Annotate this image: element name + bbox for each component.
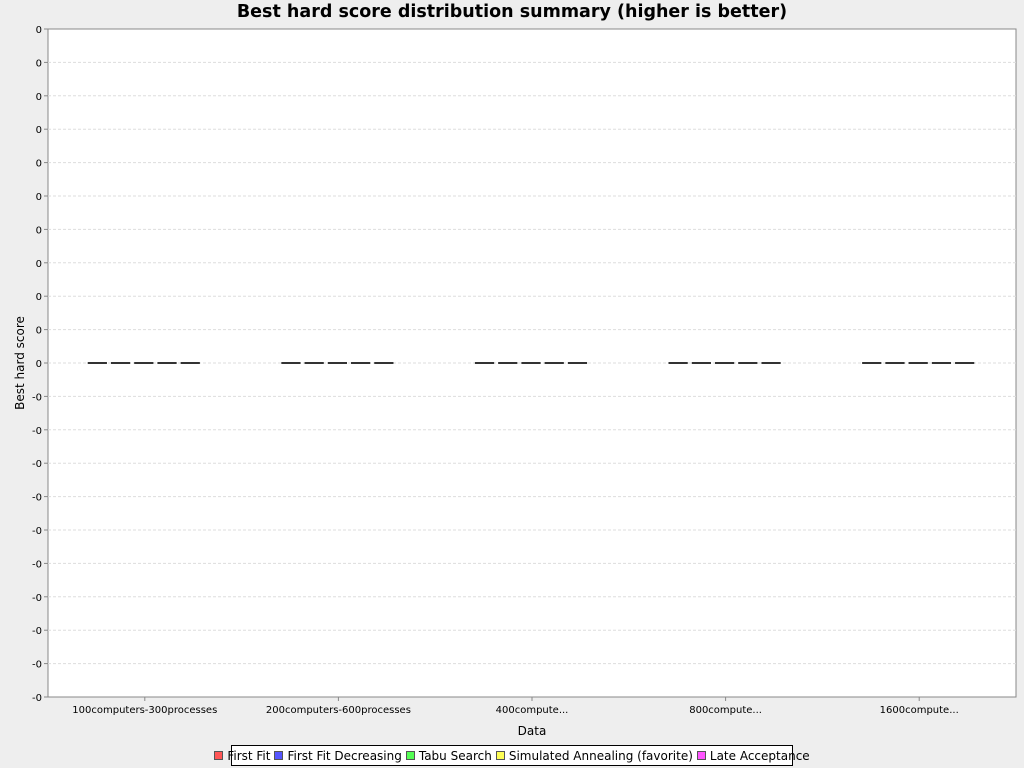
y-tick-label: 0	[36, 225, 42, 236]
grid-lines	[48, 61, 1016, 665]
legend-swatch	[214, 751, 224, 760]
y-tick-label: -0	[32, 593, 42, 604]
y-tick-label: -0	[32, 392, 42, 403]
y-tick-label: 0	[36, 192, 42, 203]
y-tick-label: 0	[36, 359, 42, 370]
legend-label: First Fit Decreasing	[287, 748, 402, 763]
y-tick-label: 0	[36, 259, 42, 270]
y-tick-label: 0	[36, 125, 42, 136]
x-tick-label: 1600compute...	[880, 705, 959, 716]
y-tick-label: 0	[36, 25, 42, 36]
y-tick-label: -0	[32, 426, 42, 437]
x-tick-label: 200computers-600processes	[266, 705, 411, 716]
x-axis-label: Data	[518, 724, 547, 738]
legend-item: First Fit Decreasing	[274, 748, 402, 763]
legend-item: First Fit	[214, 749, 270, 763]
y-tick-label: -0	[32, 693, 42, 704]
y-tick-label: -0	[32, 493, 42, 504]
y-tick-label: -0	[32, 459, 42, 470]
y-tick-label: -0	[32, 559, 42, 570]
y-tick-label: -0	[32, 526, 42, 537]
y-tick-label: -0	[32, 660, 42, 671]
legend-swatch	[274, 751, 284, 760]
y-axis: 0 0 0 0 0 0 0 0 0 0 0 -0 -0 -0 -0 -0 -0 -0 -0 -0 -0	[32, 25, 48, 704]
legend-label: Simulated Annealing (favorite)	[508, 748, 693, 763]
y-tick-label: 0	[36, 326, 42, 337]
legend-item: Simulated Annealing (favorite)	[495, 748, 693, 763]
y-tick-label: -0	[32, 626, 42, 637]
legend-swatch	[405, 751, 415, 760]
y-axis-label: Best hard score	[13, 316, 27, 410]
legend-swatch	[696, 751, 706, 760]
x-axis: 100computers-300processes 200computers-60…	[72, 697, 959, 716]
y-tick-label: 0	[36, 159, 42, 170]
x-tick-label: 800compute...	[689, 705, 762, 716]
x-tick-label: 100computers-300processes	[72, 705, 217, 716]
y-tick-label: 0	[36, 292, 42, 303]
legend-label: Late Acceptance	[709, 748, 810, 763]
x-tick-label: 400compute...	[496, 705, 569, 716]
legend-item: Late Acceptance	[696, 748, 810, 763]
chart-svg: 0 0 0 0 0 0 0 0 0 0 0 -0 -0 -0 -0 -0 -0 -0 -0 -0 -0 100compu…	[13, 25, 1017, 738]
legend-label: Tabu Search	[418, 748, 492, 763]
y-tick-label: 0	[36, 92, 42, 103]
legend-swatch	[495, 751, 505, 760]
legend: First Fit First Fit Decreasing Tabu Search…	[214, 745, 810, 766]
legend-label: First Fit	[227, 748, 271, 763]
y-tick-label: 0	[36, 58, 42, 69]
legend-item: Tabu Search	[405, 748, 492, 763]
chart-title: Best hard score distribution summary (hi…	[236, 2, 788, 22]
